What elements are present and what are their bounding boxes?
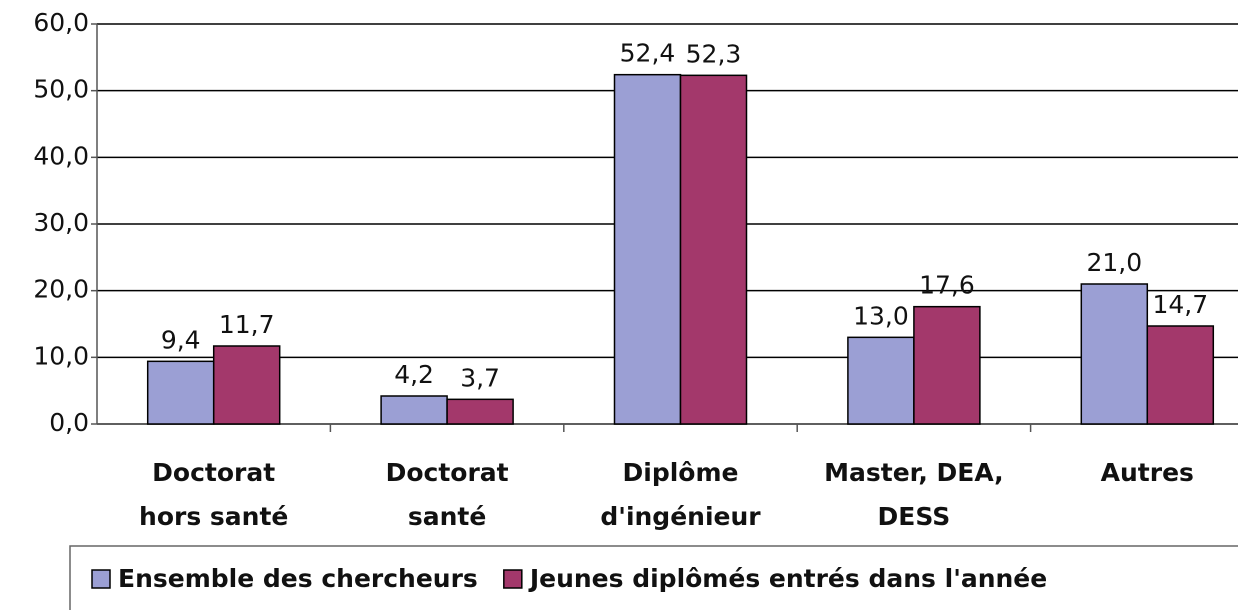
bar xyxy=(380,395,448,425)
bar xyxy=(212,345,281,425)
x-tick-label: Doctorat xyxy=(152,458,275,487)
value-label: 14,7 xyxy=(1152,290,1208,319)
value-label: 11,7 xyxy=(219,310,275,339)
value-label: 13,0 xyxy=(853,301,909,330)
y-tick-label: 40,0 xyxy=(33,141,89,170)
bar xyxy=(613,73,682,425)
value-label: 17,6 xyxy=(919,271,975,300)
x-tick-label: santé xyxy=(408,502,486,531)
x-tick-label: Diplôme xyxy=(623,458,739,487)
value-label: 52,3 xyxy=(686,39,742,68)
x-tick-label: DESS xyxy=(878,502,951,531)
bar xyxy=(446,398,514,425)
value-label: 4,2 xyxy=(394,360,434,389)
y-tick-label: 0,0 xyxy=(49,408,89,437)
x-tick-label: Master, DEA, xyxy=(824,458,1004,487)
legend-box xyxy=(69,545,1238,610)
x-tick-label: Autres xyxy=(1101,458,1194,487)
bar xyxy=(679,74,748,425)
bar xyxy=(146,360,215,425)
x-tick-label: d'ingénieur xyxy=(600,502,761,531)
legend-swatch xyxy=(91,569,111,589)
x-tick-label: Doctorat xyxy=(386,458,509,487)
value-label: 52,4 xyxy=(620,39,676,68)
bar xyxy=(847,336,915,425)
value-label: 21,0 xyxy=(1086,248,1142,277)
value-label: 3,7 xyxy=(460,363,500,392)
bar xyxy=(1146,325,1215,425)
bar xyxy=(1080,283,1149,425)
bar xyxy=(913,305,981,425)
y-tick-label: 10,0 xyxy=(33,341,89,370)
y-tick-label: 30,0 xyxy=(33,208,89,237)
legend-label: Jeunes diplômés entrés dans l'année xyxy=(528,564,1047,593)
legend-swatch xyxy=(503,569,523,589)
y-tick-label: 60,0 xyxy=(33,8,89,37)
value-label: 9,4 xyxy=(161,325,201,354)
y-tick-label: 20,0 xyxy=(33,275,89,304)
y-tick-label: 50,0 xyxy=(33,75,89,104)
legend-label: Ensemble des chercheurs xyxy=(118,564,478,593)
x-tick-label: hors santé xyxy=(139,502,288,531)
